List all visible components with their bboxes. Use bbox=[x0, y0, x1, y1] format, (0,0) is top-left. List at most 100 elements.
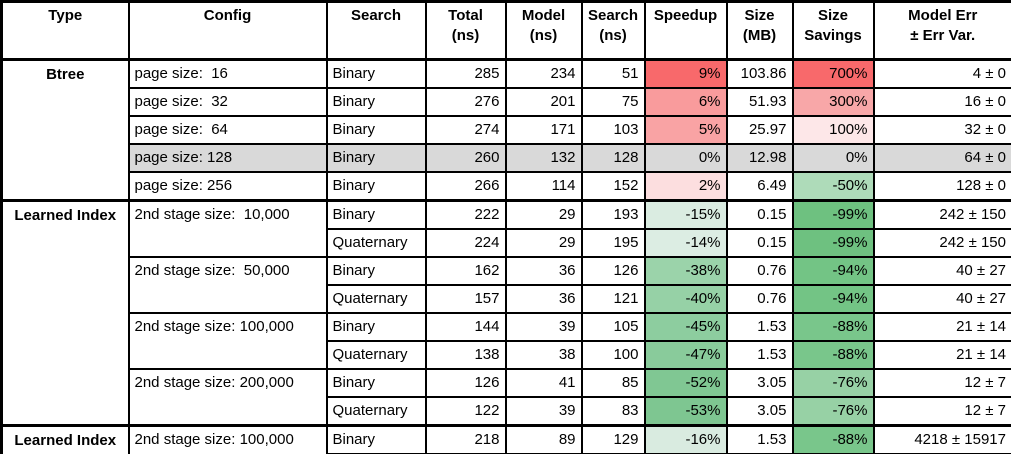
table-row: Quaternary 138 38 100 -47% 1.53 -88% 21 … bbox=[2, 340, 1011, 370]
speedup-cell: -45% bbox=[643, 312, 728, 342]
size-cell: 0.15 bbox=[725, 199, 794, 230]
config-cell: 2nd stage size: 50,000 bbox=[127, 256, 328, 314]
size-cell: 3.05 bbox=[725, 368, 794, 398]
type-cell-btree: Btree bbox=[0, 58, 130, 202]
search-cell: Quaternary bbox=[325, 228, 427, 258]
total-cell: 138 bbox=[424, 340, 507, 370]
model-cell: 29 bbox=[504, 228, 583, 258]
search-ns-cell: 128 bbox=[580, 143, 646, 173]
table-row: Quaternary 122 39 83 -53% 3.05 -76% 12 ±… bbox=[2, 396, 1011, 427]
model-cell: 201 bbox=[504, 87, 583, 117]
col-header-size-mb: Size (MB) bbox=[725, 0, 794, 61]
model-err-cell: 40 ± 27 bbox=[872, 256, 1011, 286]
size-cell: 0.76 bbox=[725, 284, 794, 314]
model-cell: 36 bbox=[504, 256, 583, 286]
table-row-highlighted: page size: 128 Binary 260 132 128 0% 12.… bbox=[2, 143, 1011, 173]
speedup-cell: -16% bbox=[643, 424, 728, 454]
type-cell-learned-index-complex: Learned IndexComplex bbox=[0, 424, 130, 454]
col-header-total-ns: Total (ns) bbox=[424, 0, 507, 61]
model-cell: 114 bbox=[504, 171, 583, 202]
search-ns-cell: 195 bbox=[580, 228, 646, 258]
config-cell: 2nd stage size: 10,000 bbox=[127, 199, 328, 258]
speedup-cell: -53% bbox=[643, 396, 728, 427]
total-cell: 144 bbox=[424, 312, 507, 342]
col-header-type: Type bbox=[0, 0, 130, 61]
table-row: Btree page size: 16 Binary 285 234 51 9%… bbox=[0, 58, 1011, 202]
size-savings-cell: -76% bbox=[791, 396, 875, 427]
col-header-config: Config bbox=[127, 0, 328, 61]
size-savings-cell: -94% bbox=[791, 284, 875, 314]
config-cell: 2nd stage size: 200,000 bbox=[127, 368, 328, 427]
search-cell: Quaternary bbox=[325, 396, 427, 427]
size-cell: 0.15 bbox=[725, 228, 794, 258]
speedup-cell: -38% bbox=[643, 256, 728, 286]
search-ns-cell: 51 bbox=[580, 58, 646, 89]
size-savings-cell: 700% bbox=[791, 58, 875, 89]
type-cell-learned-index: Learned Index bbox=[0, 199, 130, 427]
config-cell: page size: 128 bbox=[127, 143, 328, 173]
total-cell: 126 bbox=[424, 368, 507, 398]
config-cell: page size: 32 bbox=[127, 87, 328, 117]
config-cell: 2nd stage size: 100,000 bbox=[127, 424, 328, 454]
model-cell: 39 bbox=[504, 312, 583, 342]
speedup-cell: 9% bbox=[643, 58, 728, 89]
size-savings-cell: 300% bbox=[791, 87, 875, 117]
model-err-cell: 12 ± 7 bbox=[872, 396, 1011, 427]
table-row: 2nd stage size: 200,000 Binary 126 41 85… bbox=[2, 368, 1011, 427]
model-cell: 38 bbox=[504, 340, 583, 370]
speedup-cell: 6% bbox=[643, 87, 728, 117]
search-ns-cell: 193 bbox=[580, 199, 646, 230]
model-cell: 36 bbox=[504, 284, 583, 314]
size-cell: 1.53 bbox=[725, 340, 794, 370]
model-err-cell: 242 ± 150 bbox=[872, 228, 1011, 258]
size-cell: 12.98 bbox=[725, 143, 794, 173]
model-cell: 41 bbox=[504, 368, 583, 398]
size-cell: 0.76 bbox=[725, 256, 794, 286]
table-row: page size: 64 Binary 274 171 103 5% 25.9… bbox=[2, 115, 1011, 145]
config-cell: page size: 64 bbox=[127, 115, 328, 145]
search-cell: Quaternary bbox=[325, 340, 427, 370]
col-header-speedup: Speedup bbox=[643, 0, 728, 61]
model-err-cell: 12 ± 7 bbox=[872, 368, 1011, 398]
model-err-cell: 21 ± 14 bbox=[872, 340, 1011, 370]
model-cell: 234 bbox=[504, 58, 583, 89]
search-ns-cell: 105 bbox=[580, 312, 646, 342]
size-savings-cell: -99% bbox=[791, 228, 875, 258]
table-row: 2nd stage size: 100,000 Binary 144 39 10… bbox=[2, 312, 1011, 370]
config-cell: 2nd stage size: 100,000 bbox=[127, 312, 328, 370]
search-cell: Binary bbox=[325, 87, 427, 117]
search-cell: Binary bbox=[325, 368, 427, 398]
total-cell: 274 bbox=[424, 115, 507, 145]
size-savings-cell: 100% bbox=[791, 115, 875, 145]
search-ns-cell: 121 bbox=[580, 284, 646, 314]
size-savings-cell: -99% bbox=[791, 199, 875, 230]
size-savings-cell: -94% bbox=[791, 256, 875, 286]
search-cell: Quaternary bbox=[325, 284, 427, 314]
total-cell: 266 bbox=[424, 171, 507, 202]
model-err-cell: 4218 ± 15917 bbox=[872, 424, 1011, 454]
total-cell: 218 bbox=[424, 424, 507, 454]
search-ns-cell: 75 bbox=[580, 87, 646, 117]
search-cell: Binary bbox=[325, 115, 427, 145]
model-err-cell: 32 ± 0 bbox=[872, 115, 1011, 145]
speedup-cell: 5% bbox=[643, 115, 728, 145]
table-row: page size: 256 Binary 266 114 152 2% 6.4… bbox=[2, 171, 1011, 202]
col-header-model-ns: Model (ns) bbox=[504, 0, 583, 61]
speedup-cell: -15% bbox=[643, 199, 728, 230]
search-cell: Binary bbox=[325, 58, 427, 89]
search-cell: Binary bbox=[325, 171, 427, 202]
total-cell: 224 bbox=[424, 228, 507, 258]
table-row: Learned IndexComplex 2nd stage size: 100… bbox=[0, 424, 1011, 454]
search-cell: Binary bbox=[325, 199, 427, 230]
size-savings-cell: -50% bbox=[791, 171, 875, 202]
table-body: Btree page size: 16 Binary 285 234 51 9%… bbox=[0, 58, 1011, 454]
speedup-cell: 0% bbox=[643, 143, 728, 173]
search-cell: Binary bbox=[325, 424, 427, 454]
model-cell: 39 bbox=[504, 396, 583, 427]
size-cell: 25.97 bbox=[725, 115, 794, 145]
table-row: page size: 32 Binary 276 201 75 6% 51.93… bbox=[2, 87, 1011, 117]
total-cell: 285 bbox=[424, 58, 507, 89]
speedup-cell: -40% bbox=[643, 284, 728, 314]
model-err-cell: 128 ± 0 bbox=[872, 171, 1011, 202]
